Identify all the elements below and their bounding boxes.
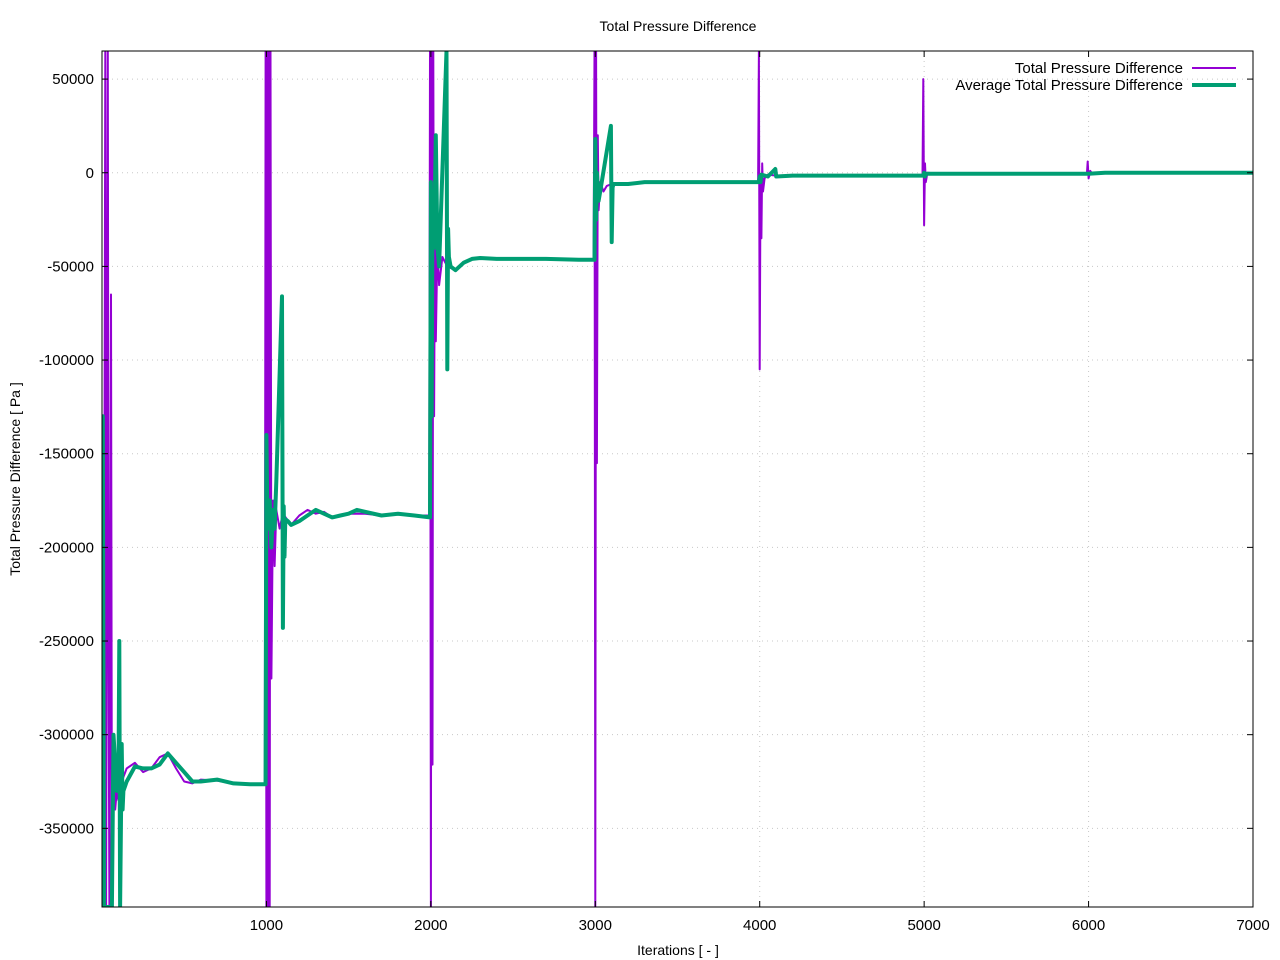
grid-lines <box>102 51 1253 907</box>
y-tick-label: -350000 <box>39 820 94 837</box>
y-tick-label: 0 <box>86 165 94 182</box>
plot-series <box>102 51 1253 907</box>
series-line-2 <box>102 51 1253 907</box>
y-tick-label: -250000 <box>39 633 94 650</box>
x-tick-label: 4000 <box>743 917 776 934</box>
y-tick-label: -50000 <box>47 258 94 275</box>
x-tick-label: 1000 <box>250 917 283 934</box>
y-tick-label: -200000 <box>39 539 94 556</box>
x-tick-label: 6000 <box>1072 917 1105 934</box>
legend-label: Average Total Pressure Difference <box>955 77 1183 94</box>
y-axis-label: Total Pressure Difference [ Pa ] <box>7 382 23 576</box>
axis-ticks: 1000 2000 3000 4000 5000 6000 7000 50000 0 -50000… <box>39 51 1270 934</box>
x-tick-label: 3000 <box>579 917 612 934</box>
y-tick-label: -100000 <box>39 352 94 369</box>
chart-title: Total Pressure Difference <box>600 18 757 34</box>
y-tick-label: -150000 <box>39 446 94 463</box>
plot-frame <box>101 50 1254 908</box>
x-axis-label: Iterations [ - ] <box>637 942 719 958</box>
y-tick-label: -300000 <box>39 727 94 744</box>
legend-label: Total Pressure Difference <box>1015 60 1183 77</box>
x-tick-label: 5000 <box>907 917 940 934</box>
x-tick-label: 2000 <box>414 917 447 934</box>
x-tick-label: 7000 <box>1236 917 1269 934</box>
y-tick-label: 50000 <box>52 71 94 88</box>
